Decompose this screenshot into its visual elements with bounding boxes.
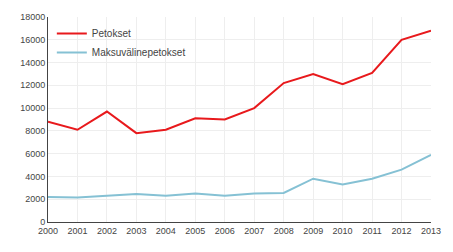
- svg-text:2001: 2001: [67, 226, 87, 236]
- svg-text:14000: 14000: [20, 58, 45, 68]
- svg-text:12000: 12000: [20, 80, 45, 90]
- svg-text:2000: 2000: [38, 226, 58, 236]
- svg-text:2012: 2012: [392, 226, 412, 236]
- svg-text:6000: 6000: [25, 149, 45, 159]
- svg-text:8000: 8000: [25, 126, 45, 136]
- svg-text:2006: 2006: [215, 226, 235, 236]
- svg-text:0: 0: [40, 217, 45, 227]
- svg-text:2005: 2005: [185, 226, 205, 236]
- svg-text:2009: 2009: [303, 226, 323, 236]
- svg-text:2013: 2013: [421, 226, 441, 236]
- svg-text:2011: 2011: [362, 226, 381, 236]
- svg-text:2004: 2004: [156, 226, 176, 236]
- svg-text:2008: 2008: [274, 226, 294, 236]
- svg-text:Petokset: Petokset: [92, 28, 131, 39]
- svg-text:2007: 2007: [244, 226, 264, 236]
- svg-text:Maksuvälinepetokset: Maksuvälinepetokset: [92, 47, 186, 58]
- svg-text:4000: 4000: [25, 172, 45, 182]
- svg-text:2003: 2003: [126, 226, 146, 236]
- svg-text:16000: 16000: [20, 35, 45, 45]
- svg-text:10000: 10000: [20, 103, 45, 113]
- svg-text:2000: 2000: [25, 194, 45, 204]
- svg-text:2002: 2002: [97, 226, 117, 236]
- svg-text:18000: 18000: [20, 12, 45, 22]
- svg-text:2010: 2010: [333, 226, 353, 236]
